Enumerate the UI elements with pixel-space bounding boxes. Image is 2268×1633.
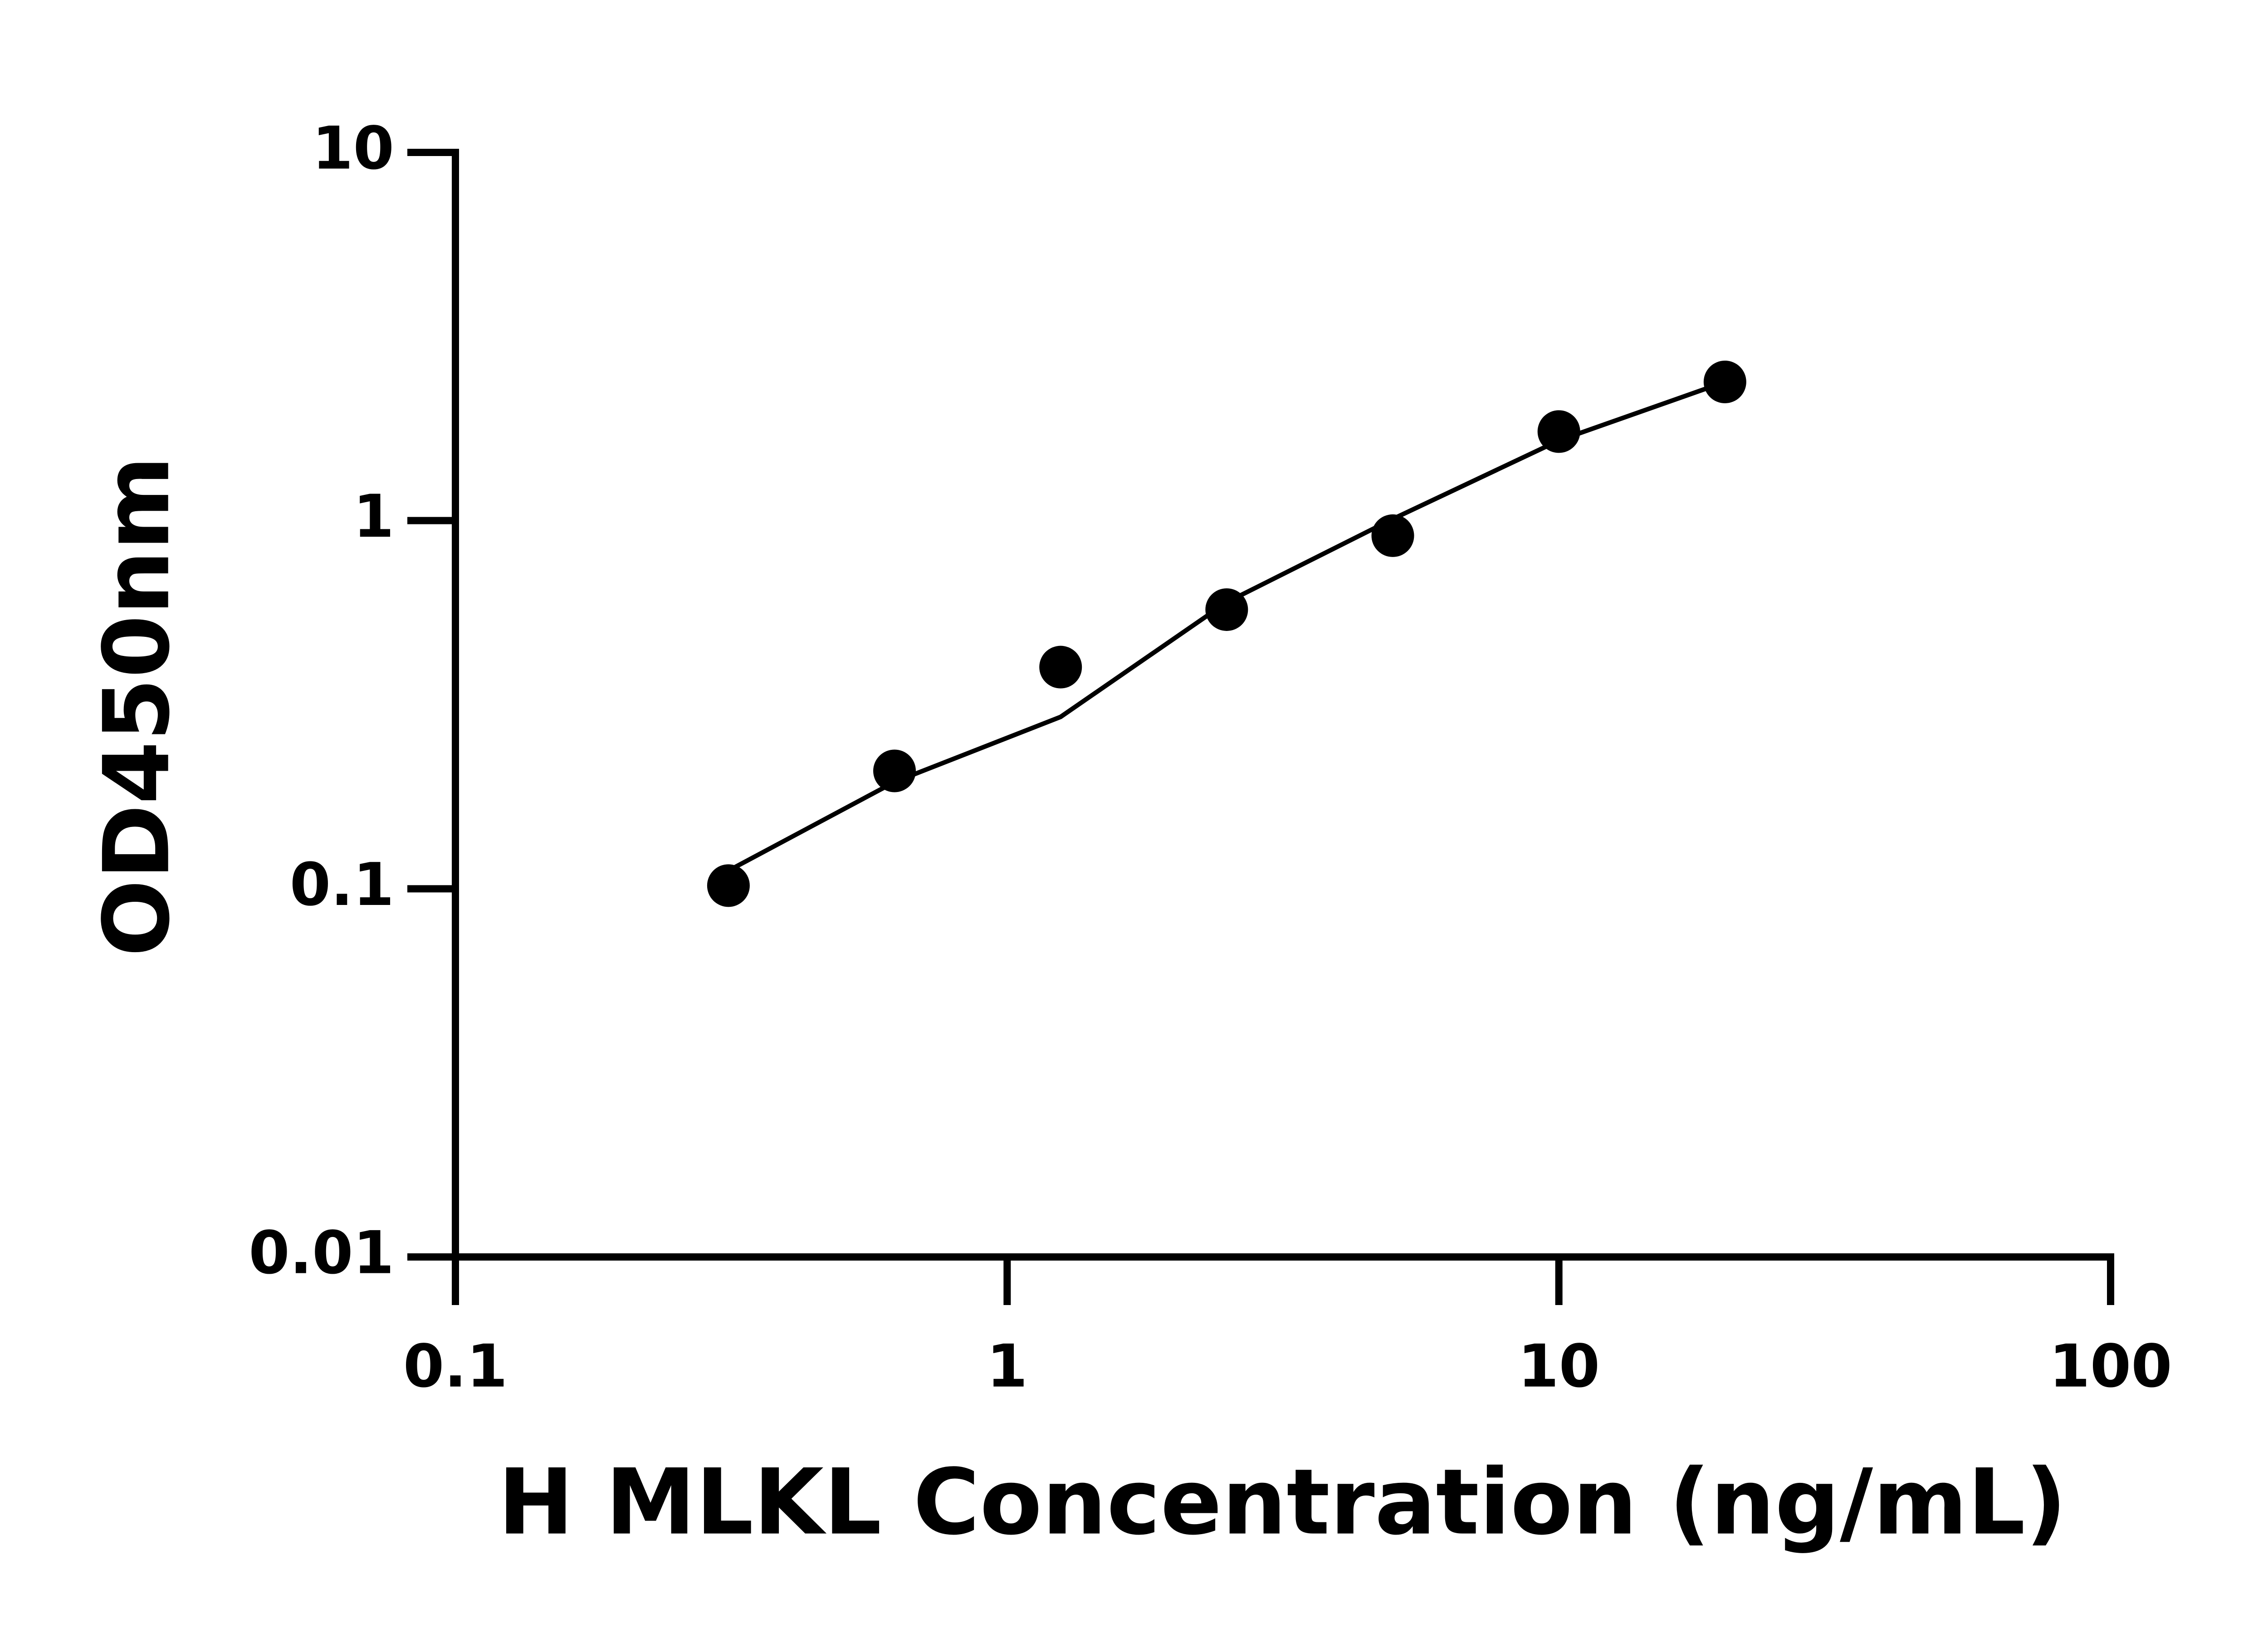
y-axis-title: OD450nm <box>84 456 190 957</box>
data-point <box>1039 645 1082 689</box>
x-tick-label: 0.1 <box>403 1332 508 1401</box>
y-tick-label: 0.1 <box>290 850 394 919</box>
x-axis-title: H MLKL Concentration (ng/mL) <box>498 1450 2067 1555</box>
x-tick-label: 1 <box>987 1332 1027 1401</box>
y-tick-label: 10 <box>312 114 394 183</box>
data-point <box>1703 361 1746 404</box>
data-point <box>873 749 916 792</box>
y-tick-label: 1 <box>353 482 394 551</box>
y-tick-label: 0.01 <box>249 1218 394 1287</box>
data-point <box>707 864 750 907</box>
x-tick-label: 10 <box>1518 1332 1600 1401</box>
data-point <box>1371 514 1414 557</box>
data-point <box>1537 410 1580 453</box>
x-tick-label: 100 <box>2049 1332 2172 1401</box>
data-point <box>1205 588 1248 631</box>
